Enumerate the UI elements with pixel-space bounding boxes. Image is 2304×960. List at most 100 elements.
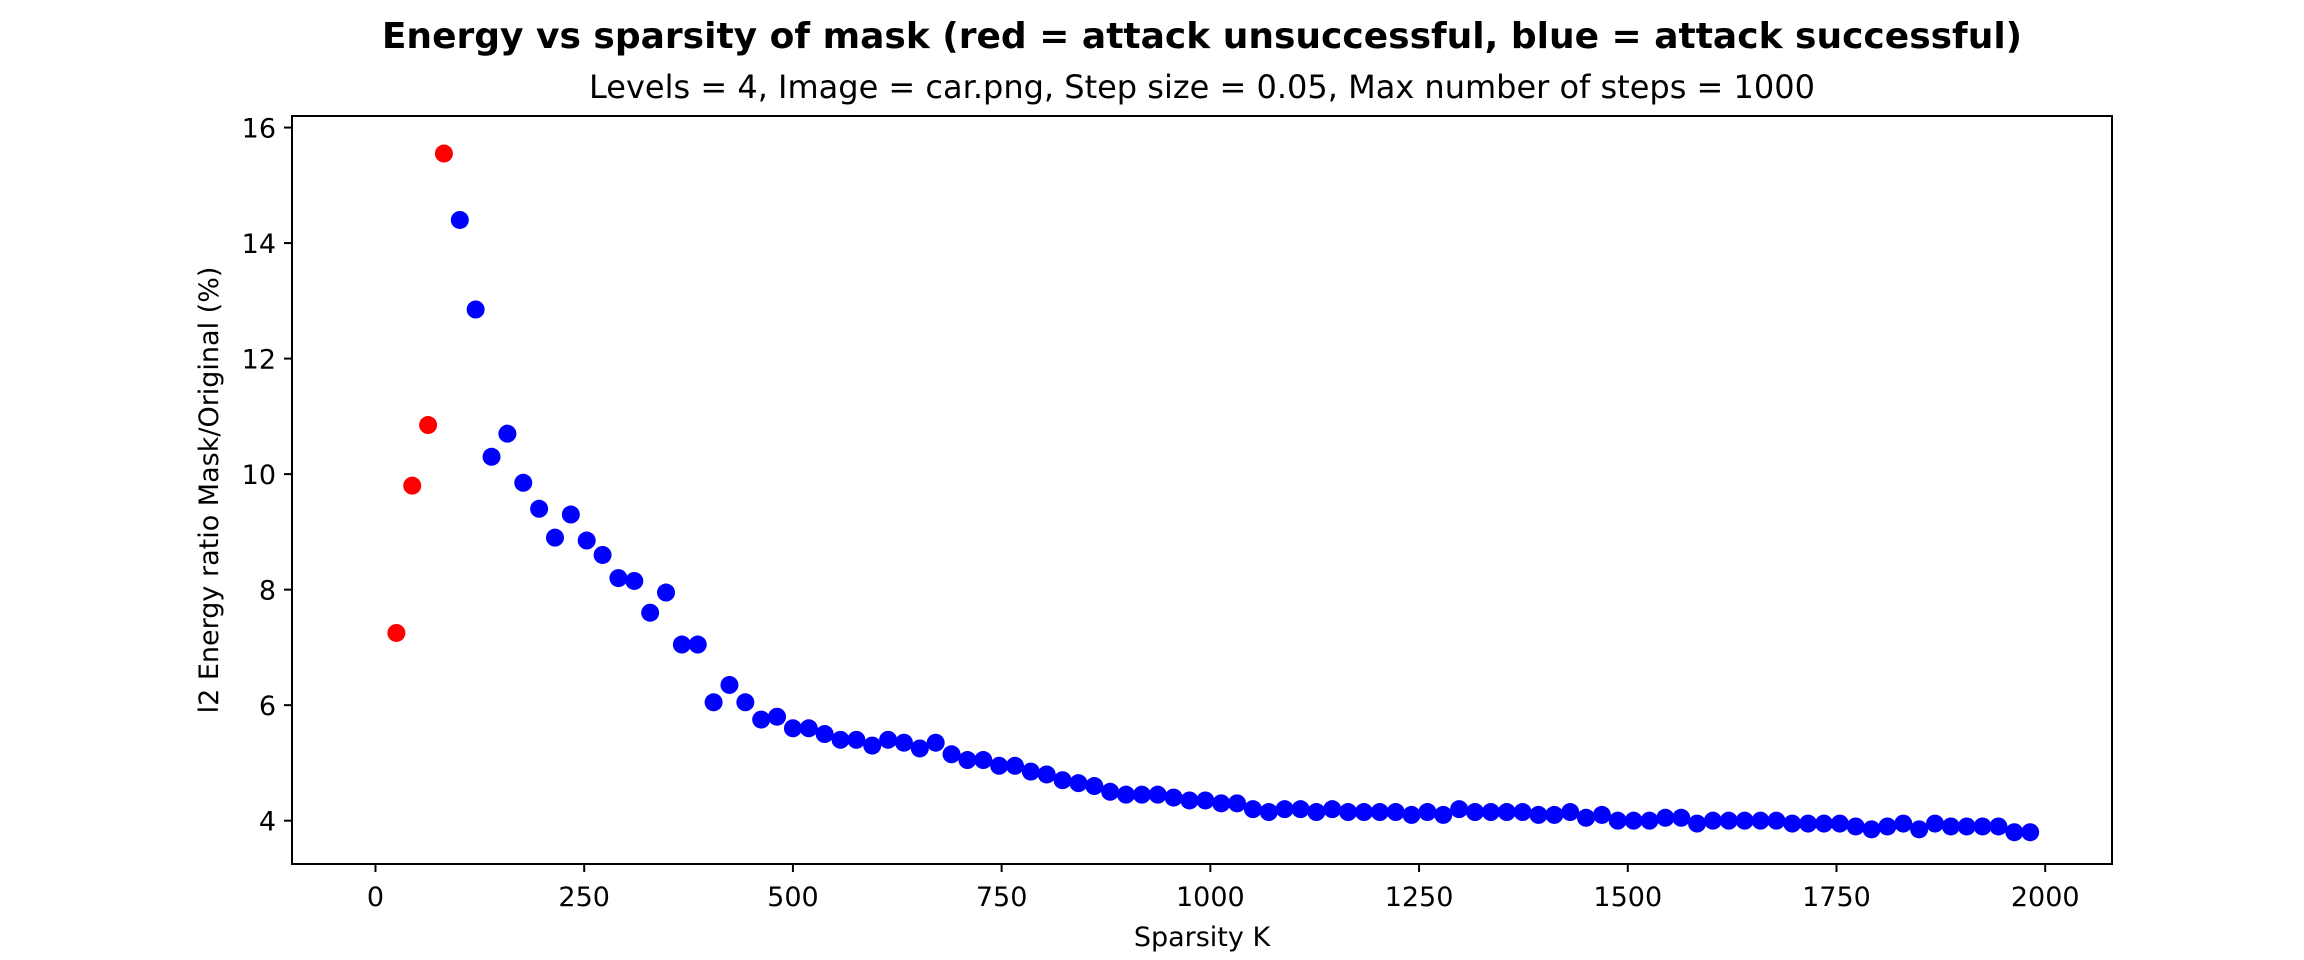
data-point bbox=[1957, 817, 1976, 836]
data-point bbox=[1926, 814, 1945, 833]
data-point bbox=[514, 473, 533, 492]
data-point bbox=[990, 756, 1009, 775]
x-tick-label: 0 bbox=[367, 882, 384, 913]
data-point bbox=[1180, 791, 1199, 810]
data-point bbox=[1608, 811, 1627, 830]
data-point bbox=[1497, 803, 1516, 822]
data-point bbox=[926, 733, 945, 752]
x-tick-label: 250 bbox=[558, 882, 610, 913]
y-tick-label: 4 bbox=[259, 807, 276, 838]
data-point bbox=[1370, 803, 1389, 822]
data-point bbox=[1450, 800, 1469, 819]
data-point bbox=[641, 603, 660, 622]
data-point bbox=[1259, 803, 1278, 822]
data-point bbox=[1243, 800, 1262, 819]
data-point bbox=[1688, 814, 1707, 833]
data-point bbox=[2021, 823, 2040, 842]
data-point bbox=[1323, 800, 1342, 819]
data-point bbox=[1624, 811, 1643, 830]
data-point bbox=[1069, 774, 1088, 793]
data-point bbox=[1053, 771, 1072, 790]
data-point bbox=[894, 733, 913, 752]
y-tick-label: 14 bbox=[242, 229, 276, 260]
data-point bbox=[1386, 803, 1405, 822]
data-point bbox=[482, 447, 501, 466]
data-point bbox=[1751, 811, 1770, 830]
x-tick-label: 1250 bbox=[1385, 882, 1454, 913]
data-point bbox=[2005, 823, 2024, 842]
data-point bbox=[1735, 811, 1754, 830]
data-point bbox=[1767, 811, 1786, 830]
data-point bbox=[466, 300, 485, 319]
data-point bbox=[1592, 805, 1611, 824]
data-point bbox=[1228, 794, 1247, 813]
data-point bbox=[609, 569, 628, 588]
data-point bbox=[1989, 817, 2008, 836]
data-point bbox=[1656, 808, 1675, 827]
data-point bbox=[1799, 814, 1818, 833]
data-point bbox=[879, 730, 898, 749]
data-point bbox=[704, 693, 723, 712]
data-point bbox=[847, 730, 866, 749]
data-point bbox=[1783, 814, 1802, 833]
data-point bbox=[974, 751, 993, 770]
data-point bbox=[657, 583, 676, 602]
data-point bbox=[1164, 788, 1183, 807]
data-point bbox=[1529, 805, 1548, 824]
data-point bbox=[530, 499, 549, 518]
y-tick-label: 8 bbox=[259, 576, 276, 607]
axis-ticks: 0 250 500 750 1000 1250 1500 1750 2000 4 6 8 10 12 14 1… bbox=[242, 114, 2080, 913]
data-point bbox=[958, 751, 977, 770]
data-point bbox=[831, 730, 850, 749]
data-point bbox=[1814, 814, 1833, 833]
data-point bbox=[736, 693, 755, 712]
data-point bbox=[1561, 803, 1580, 822]
plot-area bbox=[291, 115, 2113, 865]
y-axis-label: l2 Energy ratio Mask/Original (%) bbox=[194, 267, 225, 714]
data-point bbox=[1577, 808, 1596, 827]
data-point bbox=[1037, 765, 1056, 784]
data-point bbox=[1513, 803, 1532, 822]
y-tick-label: 6 bbox=[259, 691, 276, 722]
data-point bbox=[1719, 811, 1738, 830]
data-point bbox=[1307, 803, 1326, 822]
data-point bbox=[1466, 803, 1484, 822]
data-point bbox=[625, 571, 644, 590]
data-point bbox=[1005, 756, 1024, 775]
data-point bbox=[1354, 803, 1373, 822]
data-point bbox=[1196, 791, 1215, 810]
data-point bbox=[387, 623, 406, 642]
data-point bbox=[1846, 817, 1865, 836]
x-tick-label: 1000 bbox=[1176, 882, 1245, 913]
data-point bbox=[1402, 805, 1421, 824]
data-point bbox=[1830, 814, 1849, 833]
data-point bbox=[752, 710, 771, 729]
data-point bbox=[561, 505, 580, 524]
chart-subtitle: Levels = 4, Image = car.png, Step size =… bbox=[589, 68, 1815, 106]
y-tick-label: 16 bbox=[242, 114, 276, 145]
data-point bbox=[593, 545, 612, 564]
data-point bbox=[577, 531, 596, 550]
data-point bbox=[1703, 811, 1722, 830]
data-point bbox=[1910, 820, 1929, 839]
data-point bbox=[434, 144, 453, 163]
data-point bbox=[1545, 805, 1564, 824]
data-point bbox=[1894, 814, 1913, 833]
data-point bbox=[1101, 782, 1120, 801]
data-point bbox=[1973, 817, 1992, 836]
data-point bbox=[942, 745, 961, 764]
data-point bbox=[688, 635, 707, 654]
data-point bbox=[1481, 803, 1500, 822]
chart-title: Energy vs sparsity of mask (red = attack… bbox=[382, 16, 2022, 57]
data-point bbox=[910, 739, 929, 758]
data-point bbox=[1021, 762, 1040, 781]
data-point bbox=[1148, 785, 1167, 804]
data-point bbox=[1878, 817, 1897, 836]
data-point bbox=[1941, 817, 1960, 836]
data-points bbox=[387, 144, 2040, 842]
data-point bbox=[1339, 803, 1358, 822]
data-point bbox=[1117, 785, 1136, 804]
y-tick-label: 12 bbox=[242, 345, 276, 376]
data-point bbox=[419, 416, 438, 435]
